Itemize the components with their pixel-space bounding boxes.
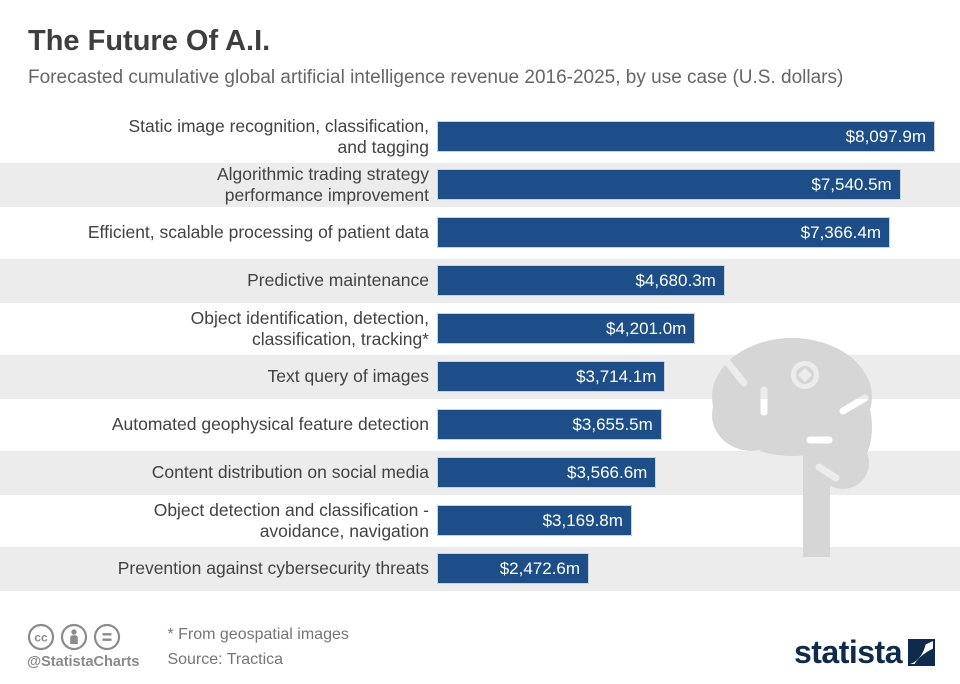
table-row: Text query of images $3,714.1m [0, 352, 960, 401]
bar-value: $4,201.0m [606, 318, 687, 338]
bar: $3,169.8m [437, 505, 632, 537]
bar: $3,566.6m [437, 457, 657, 489]
bar-track: $7,366.4m [437, 217, 960, 249]
row-label: Object identification, detection, classi… [190, 307, 429, 349]
bar: $7,540.5m [437, 169, 901, 201]
license-icons: cc [27, 623, 121, 651]
row-label: Prevention against cybersecurity threats [117, 558, 429, 579]
row-label: Automated geophysical feature detection [111, 414, 429, 435]
attribution-icon [60, 623, 88, 651]
table-row: Predictive maintenance $4,680.3m [0, 256, 960, 305]
statista-logo-text: statista [793, 634, 903, 670]
source: Source: Tractica [167, 651, 284, 668]
statista-logo: statista [794, 636, 935, 670]
row-label: Object detection and classification - av… [153, 499, 429, 541]
bar: $7,366.4m [437, 217, 890, 249]
bar-value: $8,097.9m [845, 126, 926, 146]
footnote: * From geospatial images [167, 626, 349, 643]
bar-track: $3,655.5m [437, 409, 960, 441]
footer: cc @StatistaCharts * From geospatial ima… [27, 623, 935, 670]
header: The Future Of A.I. Forecasted cumulative… [0, 0, 960, 89]
bar-track: $4,680.3m [437, 265, 960, 297]
bar-value: $3,169.8m [542, 510, 623, 530]
license-block: cc @StatistaCharts [27, 623, 139, 670]
bar-track: $8,097.9m [437, 121, 960, 153]
bar-track: $7,540.5m [437, 169, 960, 201]
row-label: Efficient, scalable processing of patien… [87, 222, 429, 243]
equals-icon [93, 623, 121, 651]
bar-track: $3,169.8m [437, 505, 960, 537]
row-label: Algorithmic trading strategy performance… [216, 163, 429, 205]
bar-track: $4,201.0m [437, 313, 960, 345]
row-label: Static image recognition, classification… [128, 115, 429, 157]
row-label: Content distribution on social media [151, 462, 429, 483]
bar-value: $3,714.1m [576, 366, 657, 386]
bar: $2,472.6m [437, 553, 590, 585]
table-row: Object detection and classification - av… [0, 497, 960, 545]
bar: $4,201.0m [437, 313, 696, 345]
table-row: Prevention against cybersecurity threats… [0, 544, 960, 593]
bar-value: $7,540.5m [811, 174, 892, 194]
bar: $3,655.5m [437, 409, 662, 441]
chart-rows: Static image recognition, classification… [0, 113, 960, 593]
table-row: Efficient, scalable processing of patien… [0, 209, 960, 257]
bar-value: $2,472.6m [499, 558, 581, 578]
table-row: Object identification, detection, classi… [0, 305, 960, 353]
chart-title: The Future Of A.I. [28, 25, 271, 57]
bar-track: $3,566.6m [437, 457, 960, 489]
bar-value: $3,655.5m [572, 414, 653, 434]
statista-charts-handle: @StatistaCharts [27, 654, 140, 670]
table-row: Static image recognition, classification… [0, 113, 960, 161]
bar-value: $7,366.4m [800, 222, 881, 242]
bar-value: $4,680.3m [635, 270, 716, 290]
bar-track: $3,714.1m [437, 361, 960, 393]
notes-block: * From geospatial images Source: Tractic… [167, 626, 348, 670]
bar: $8,097.9m [437, 121, 935, 153]
bar: $4,680.3m [437, 265, 725, 297]
row-label: Predictive maintenance [247, 270, 429, 291]
bar: $3,714.1m [437, 361, 666, 393]
table-row: Algorithmic trading strategy performance… [0, 160, 960, 209]
row-label: Text query of images [267, 366, 429, 387]
table-row: Content distribution on social media $3,… [0, 448, 960, 497]
svg-text:cc: cc [34, 631, 48, 645]
table-row: Automated geophysical feature detection … [0, 401, 960, 449]
bar-value: $3,566.6m [566, 462, 648, 482]
bar-track: $2,472.6m [437, 553, 960, 585]
statista-logo-mark-icon [908, 638, 935, 666]
chart-subtitle: Forecasted cumulative global artificial … [28, 66, 844, 88]
cc-icon: cc [27, 623, 55, 651]
bar-chart: Static image recognition, classification… [0, 113, 960, 593]
